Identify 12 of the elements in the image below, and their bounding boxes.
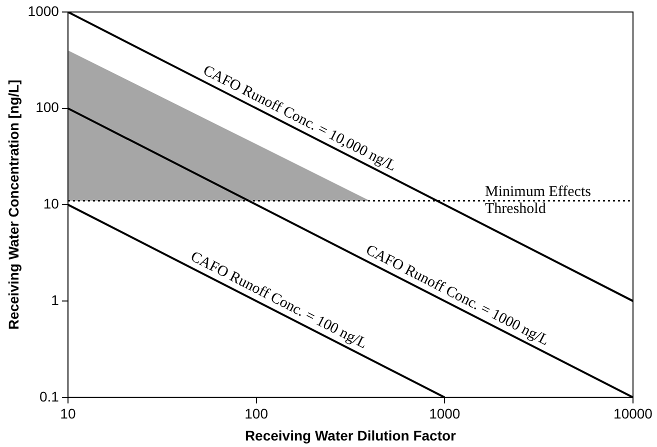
y-tick-label: 10 bbox=[43, 196, 60, 212]
y-tick-label: 100 bbox=[36, 99, 60, 116]
x-tick-label: 10000 bbox=[614, 406, 653, 422]
x-tick-label: 1000 bbox=[429, 406, 460, 422]
y-tick-label: 1000 bbox=[28, 2, 60, 19]
x-tick-label: 10 bbox=[60, 406, 76, 422]
ref-line-label: Minimum Effects Threshold bbox=[485, 184, 592, 218]
y-tick-label: 0.1 bbox=[39, 388, 60, 404]
x-tick-label: 100 bbox=[244, 406, 268, 422]
y-axis-title: Receiving Water Concentration [ng/L] bbox=[5, 80, 22, 330]
y-tick-label: 1 bbox=[51, 292, 60, 308]
x-axis-title: Receiving Water Dilution Factor bbox=[244, 427, 457, 444]
